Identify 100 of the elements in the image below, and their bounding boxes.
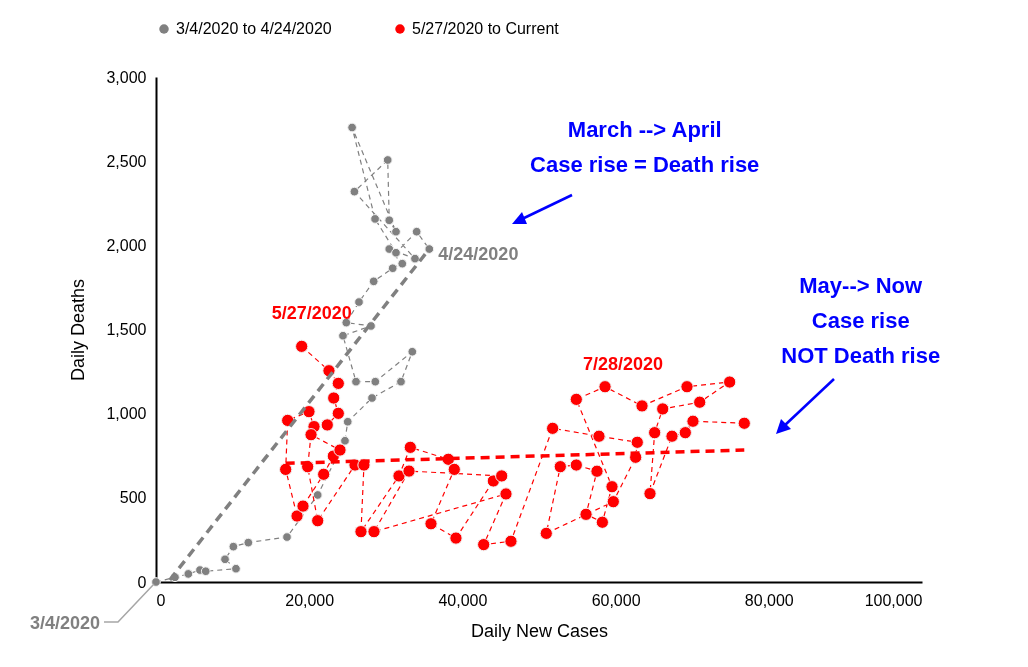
- point: [391, 247, 401, 258]
- annotation: 7/28/2020: [582, 353, 664, 374]
- point: [367, 393, 377, 403]
- point: [384, 215, 395, 226]
- point: [477, 538, 491, 552]
- point: [200, 566, 211, 577]
- point: [553, 460, 567, 474]
- point: [411, 226, 422, 237]
- point: [402, 464, 416, 478]
- point: [504, 534, 518, 548]
- legend-label: 3/4/2020 to 4/24/2020: [176, 20, 332, 37]
- point: [595, 515, 609, 529]
- point: [569, 458, 583, 472]
- y-tick-label: 0: [137, 573, 147, 591]
- point: [598, 380, 612, 394]
- annotation: 4/24/2020: [438, 244, 519, 265]
- point: [397, 258, 408, 269]
- point: [290, 509, 304, 523]
- point: [686, 414, 700, 428]
- point: [333, 443, 347, 457]
- point: [635, 399, 649, 413]
- x-tick-label: 40,000: [438, 591, 488, 609]
- point: [592, 429, 606, 443]
- point: [340, 435, 350, 446]
- point: [723, 375, 737, 389]
- annotation: March --> April Case rise = Death rise: [530, 116, 760, 177]
- point: [680, 380, 694, 394]
- point: [391, 226, 401, 237]
- point: [331, 376, 345, 390]
- point: [447, 462, 461, 476]
- x-tick-label: 0: [156, 591, 166, 609]
- point: [347, 122, 357, 133]
- point: [320, 418, 334, 432]
- point: [331, 406, 345, 420]
- y-tick-label: 2,000: [106, 236, 147, 254]
- point: [387, 263, 398, 274]
- point: [243, 537, 254, 548]
- point: [396, 376, 406, 387]
- point: [606, 495, 620, 509]
- point: [424, 244, 435, 254]
- point: [312, 490, 323, 500]
- point: [392, 469, 406, 483]
- point: [410, 253, 420, 264]
- point: [403, 440, 417, 454]
- legend-label: 5/27/2020 to Current: [412, 20, 560, 37]
- point: [354, 525, 368, 539]
- y-tick-label: 2,500: [106, 152, 147, 170]
- x-tick-label: 80,000: [744, 591, 794, 609]
- y-tick-label: 3,000: [106, 68, 147, 86]
- point: [282, 532, 292, 542]
- point: [368, 276, 379, 287]
- point: [569, 392, 583, 406]
- point: [590, 464, 604, 478]
- point: [342, 416, 353, 427]
- x-tick-label: 20,000: [285, 591, 335, 609]
- point: [370, 376, 381, 387]
- point: [183, 569, 194, 579]
- point: [220, 554, 230, 565]
- point: [231, 563, 241, 574]
- point: [311, 514, 325, 528]
- point: [656, 402, 670, 416]
- point: [302, 405, 316, 419]
- annotation: May--> Now Case rise NOT Death rise: [781, 273, 941, 369]
- point: [499, 487, 513, 501]
- point: [349, 186, 360, 197]
- point: [648, 426, 662, 440]
- point: [228, 541, 239, 552]
- x-axis-title: Daily New Cases: [470, 620, 609, 641]
- point: [643, 487, 657, 501]
- point: [351, 376, 361, 387]
- y-axis-title: Daily Deaths: [68, 278, 89, 382]
- y-tick-label: 500: [119, 489, 147, 507]
- point: [151, 577, 161, 587]
- x-tick-label: 100,000: [864, 591, 923, 609]
- point: [295, 339, 309, 353]
- point: [279, 462, 293, 476]
- point: [495, 469, 509, 483]
- point: [382, 155, 393, 165]
- point: [317, 467, 331, 481]
- point: [338, 330, 348, 341]
- point: [424, 517, 438, 531]
- point: [304, 428, 318, 442]
- point: [296, 499, 310, 513]
- point: [539, 526, 553, 540]
- point: [737, 416, 751, 430]
- x-tick-label: 60,000: [591, 591, 641, 609]
- point: [370, 214, 380, 224]
- point: [449, 531, 463, 545]
- point: [327, 391, 341, 405]
- point: [354, 297, 364, 307]
- point: [407, 346, 418, 357]
- y-tick-label: 1,000: [106, 405, 147, 423]
- point: [605, 480, 619, 494]
- point: [579, 507, 593, 521]
- point: [546, 421, 560, 435]
- point: [693, 395, 707, 409]
- annotation: 3/4/2020: [29, 613, 100, 633]
- y-tick-label: 1,500: [106, 321, 147, 338]
- point: [665, 429, 679, 443]
- point: [630, 435, 644, 449]
